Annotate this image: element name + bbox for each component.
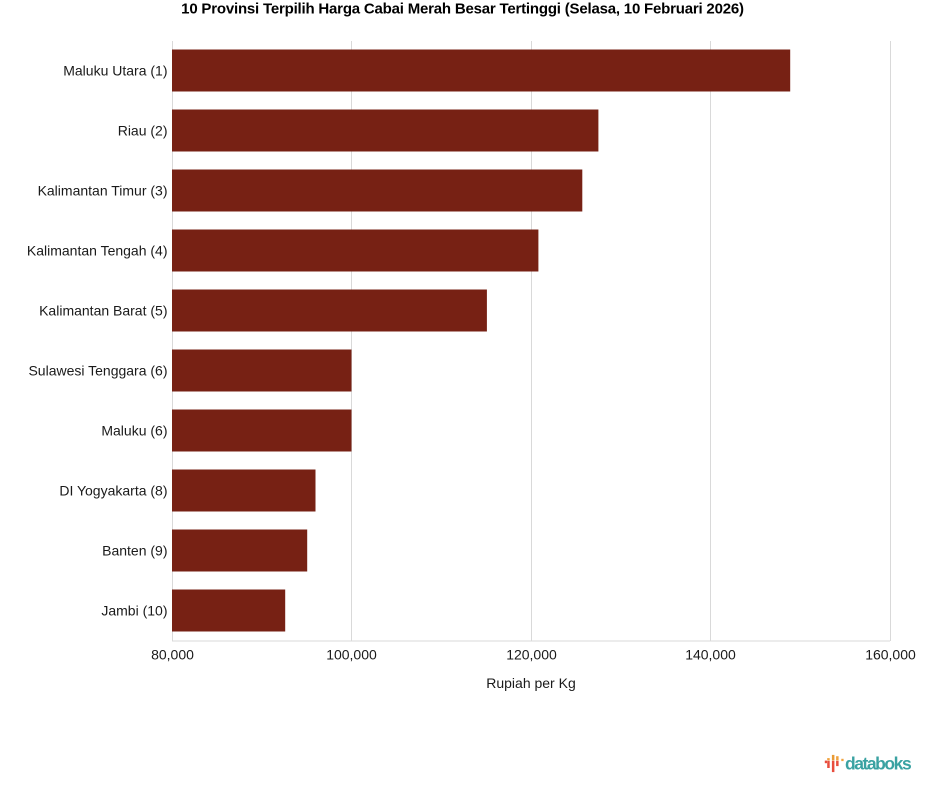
svg-text:Jambi (10): Jambi (10) — [101, 603, 167, 619]
svg-text:160,000: 160,000 — [865, 647, 916, 663]
svg-text:Kalimantan Timur (3): Kalimantan Timur (3) — [38, 183, 168, 199]
svg-text:100,000: 100,000 — [326, 647, 377, 663]
svg-text:140,000: 140,000 — [685, 647, 736, 663]
svg-text:80,000: 80,000 — [151, 647, 194, 663]
svg-text:Maluku (6): Maluku (6) — [101, 423, 167, 439]
svg-text:DI Yogyakarta (8): DI Yogyakarta (8) — [59, 483, 167, 499]
svg-text:10 Provinsi Terpilih Harga Cab: 10 Provinsi Terpilih Harga Cabai Merah B… — [181, 1, 744, 18]
svg-text:120,000: 120,000 — [506, 647, 557, 663]
svg-text:Kalimantan Barat (5): Kalimantan Barat (5) — [39, 303, 167, 319]
svg-text:Kalimantan Tengah (4): Kalimantan Tengah (4) — [27, 243, 168, 259]
svg-text:Rupiah per Kg: Rupiah per Kg — [486, 675, 576, 691]
svg-text:Sulawesi Tenggara (6): Sulawesi Tenggara (6) — [28, 363, 167, 379]
svg-text:databoks: databoks — [845, 754, 912, 774]
svg-text:Maluku Utara (1): Maluku Utara (1) — [63, 63, 167, 79]
svg-text:Banten (9): Banten (9) — [102, 543, 167, 559]
svg-text:Riau (2): Riau (2) — [118, 123, 168, 139]
